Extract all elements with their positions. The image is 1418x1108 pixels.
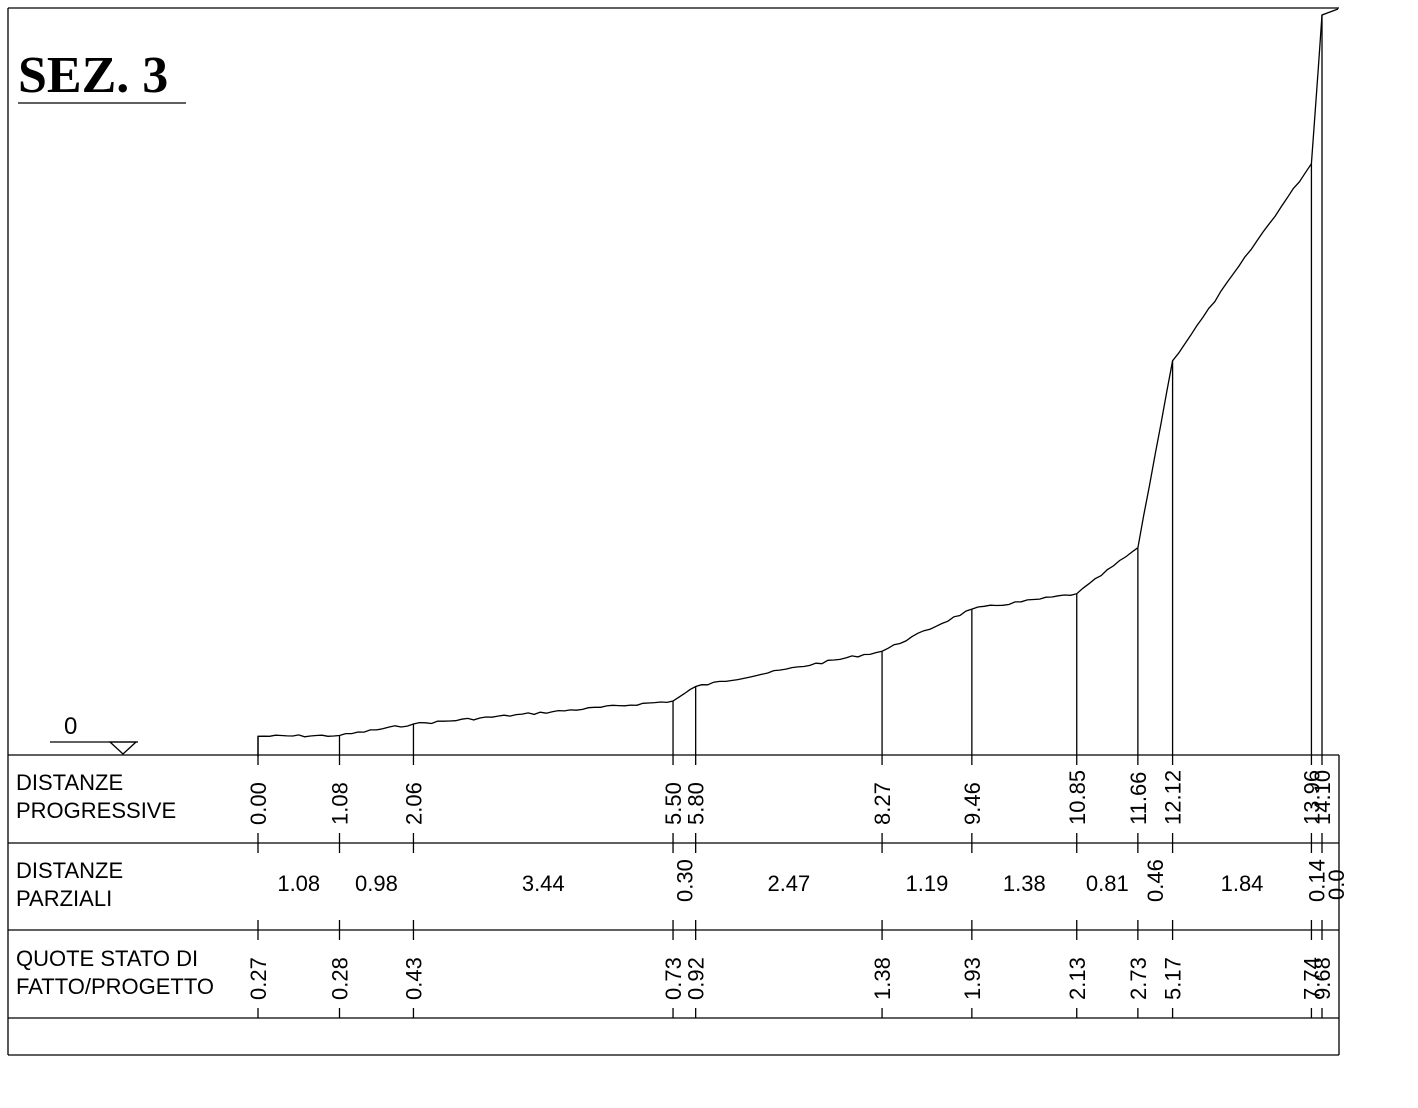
partial-distance-label: 0.98 xyxy=(355,871,398,896)
partial-distance-label: 0.46 xyxy=(1143,859,1168,902)
progressive-distance-label: 9.46 xyxy=(960,782,985,825)
progressive-distance-label: 1.08 xyxy=(327,782,352,825)
elevation-label: 1.38 xyxy=(870,957,895,1000)
elevation-label: 7.74 xyxy=(1299,957,1324,1000)
partial-distance-label: 1.38 xyxy=(1003,871,1046,896)
row-label-elevation-line1: QUOTE STATO DI xyxy=(16,946,198,971)
progressive-distance-label: 12.12 xyxy=(1161,770,1186,825)
terrain-line xyxy=(257,8,1339,757)
elevation-label: 0.73 xyxy=(661,957,686,1000)
elevation-label: 2.13 xyxy=(1065,957,1090,1000)
elevation-label: 5.17 xyxy=(1161,957,1186,1000)
partial-distance-label-truncated: 0.0 xyxy=(1324,869,1349,900)
partial-distance-label: 2.47 xyxy=(767,871,810,896)
partial-distance-label: 0.14 xyxy=(1305,859,1330,902)
partial-distance-label: 1.08 xyxy=(277,871,320,896)
progressive-distance-label: 11.66 xyxy=(1126,772,1151,825)
partial-distance-label: 0.30 xyxy=(672,859,697,902)
table-values: 0.00 0.27 1.08 0.28 2.06 0.43 5.50 0.73 5.80 0.92… xyxy=(246,755,1349,1018)
row-label-elevation-line2: FATTO/PROGETTO xyxy=(16,974,214,999)
row-label-progressive-line1: DISTANZE xyxy=(16,770,123,795)
partial-distance-label: 3.44 xyxy=(522,871,565,896)
progressive-distance-label: 10.85 xyxy=(1065,770,1090,825)
elevation-label: 1.93 xyxy=(960,957,985,1000)
elevation-label: 0.28 xyxy=(327,957,352,1000)
level-triangle-icon xyxy=(108,741,138,755)
partial-distance-label: 0.81 xyxy=(1086,871,1129,896)
data-table: DISTANZE PROGRESSIVE DISTANZE PARZIALI Q… xyxy=(8,754,1339,1019)
elevation-label: 0.92 xyxy=(684,957,709,1000)
elevation-label: 0.43 xyxy=(401,957,426,1000)
reference-level-marker: 0 xyxy=(50,713,138,755)
progressive-distance-label: 0.00 xyxy=(246,782,271,825)
station-lines xyxy=(257,15,1323,755)
elevation-label: 9.68 xyxy=(1310,957,1335,1000)
progressive-distance-label: 2.06 xyxy=(401,782,426,825)
section-title: SEZ. 3 xyxy=(18,47,168,104)
elevation-label: 0.27 xyxy=(246,957,271,1000)
partial-distance-label: 1.84 xyxy=(1221,871,1264,896)
row-label-partial-line1: DISTANZE xyxy=(16,858,123,883)
progressive-distance-label: 5.50 xyxy=(661,782,686,825)
progressive-distance-label: 14.10 xyxy=(1310,770,1335,825)
elevation-label: 2.73 xyxy=(1126,957,1151,1000)
progressive-distance-label: 5.80 xyxy=(684,782,709,825)
progressive-distance-label: 8.27 xyxy=(870,782,895,825)
reference-level-label: 0 xyxy=(64,713,77,740)
row-label-progressive-line2: PROGRESSIVE xyxy=(16,798,176,823)
terrain-profile xyxy=(257,8,1339,757)
progressive-distance-label: 13.96 xyxy=(1299,770,1324,825)
row-label-partial-line2: PARZIALI xyxy=(16,886,112,911)
drawing-frame xyxy=(7,7,1340,1056)
partial-distance-label: 1.19 xyxy=(906,871,949,896)
